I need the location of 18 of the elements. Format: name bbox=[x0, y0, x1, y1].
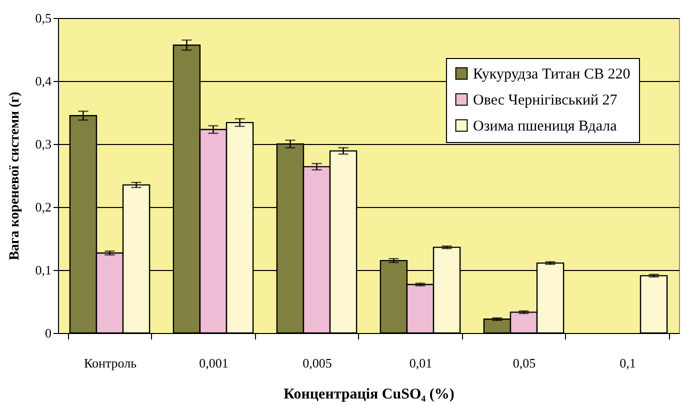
x-tick-label: 0,005 bbox=[302, 356, 332, 370]
x-tick-label: 0,001 bbox=[199, 356, 228, 370]
x-tick-label: Контроль bbox=[84, 356, 137, 370]
y-tick-label: 0,2 bbox=[35, 200, 52, 214]
y-axis-title: Вага кореневої системи (г) bbox=[7, 91, 22, 260]
y-tick-label: 0,3 bbox=[35, 136, 52, 152]
x-tick-label: 0,01 bbox=[409, 356, 432, 370]
x-axis-title: Концентрація CuSO₄ (%) bbox=[284, 386, 454, 402]
y-tick-label: 0,4 bbox=[35, 74, 52, 88]
legend-label: Озима пшениця Вдала bbox=[473, 118, 618, 134]
x-tick-label: 0,1 bbox=[620, 356, 636, 370]
y-tick-label: 0 bbox=[45, 326, 52, 340]
x-tick-label: 0,05 bbox=[512, 356, 536, 370]
y-tick-label: 0,1 bbox=[35, 262, 52, 278]
y-tick-label: 0,5 bbox=[35, 10, 52, 26]
bar bbox=[640, 275, 668, 334]
legend-label: Овес Чернігівський 27 bbox=[473, 92, 618, 108]
legend-label: Кукурудза Титан СВ 220 bbox=[473, 66, 630, 82]
